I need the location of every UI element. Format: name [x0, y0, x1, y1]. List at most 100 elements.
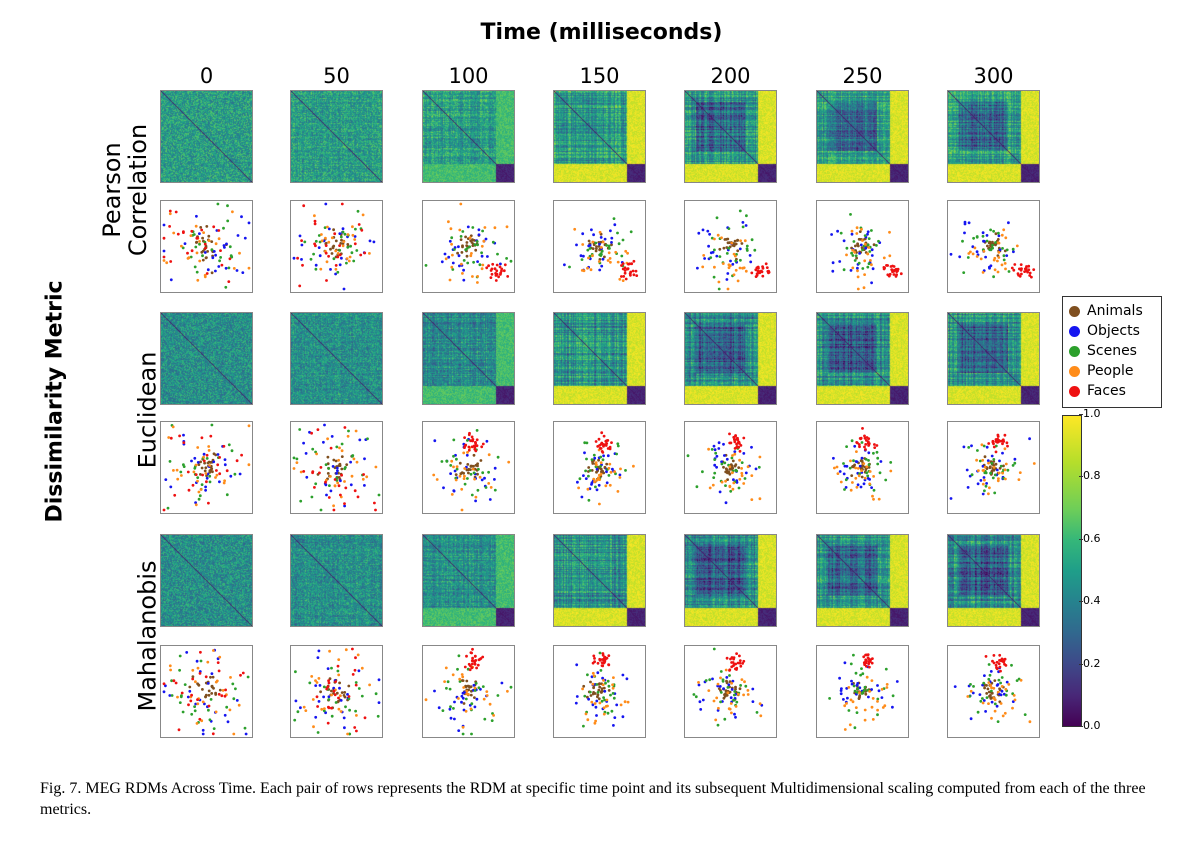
mds-point-scenes: [985, 239, 989, 243]
mds-point-faces: [211, 732, 215, 736]
mds-point-scenes: [858, 472, 861, 476]
mds-point-faces: [1003, 433, 1007, 437]
mds-point-scenes: [985, 696, 989, 699]
mds-point-objects: [592, 233, 595, 237]
mds-point-faces: [343, 502, 346, 505]
mds-point-objects: [196, 461, 200, 464]
mds-point-scenes: [616, 442, 620, 446]
mds-point-objects: [975, 250, 979, 254]
mds-point-objects: [325, 493, 328, 497]
mds-point-objects: [480, 254, 484, 258]
mds-point-people: [304, 709, 308, 712]
mds-point-faces: [603, 655, 607, 659]
mds-point-faces: [858, 437, 862, 440]
mds-point-people: [992, 686, 996, 690]
mds-point-scenes: [848, 466, 852, 470]
mds-point-objects: [304, 452, 308, 455]
mds-point-people: [302, 705, 306, 709]
mds-svg: [292, 423, 381, 512]
mds-point-animals: [207, 693, 211, 697]
mds-point-people: [726, 287, 730, 291]
mds-point-people: [462, 686, 466, 689]
mds-point-objects: [168, 694, 172, 697]
mds-point-animals: [479, 459, 483, 462]
mds-point-objects: [349, 460, 352, 464]
mds-point-scenes: [695, 485, 699, 489]
mds-point-faces: [600, 664, 604, 667]
mds-point-people: [452, 465, 455, 469]
mds-point-objects: [460, 694, 464, 698]
mds-point-people: [716, 682, 720, 686]
mds-point-people: [731, 487, 735, 491]
mds-point-people: [1004, 236, 1008, 240]
mds-point-people: [480, 267, 484, 271]
mds-point-people: [167, 436, 171, 439]
mds-point-faces: [755, 272, 759, 276]
mds-point-scenes: [854, 254, 858, 258]
mds-point-animals: [195, 240, 199, 244]
mds-scatter-0-250: [816, 200, 909, 293]
mds-point-objects: [609, 229, 612, 233]
mds-point-faces: [600, 658, 604, 661]
mds-point-people: [374, 465, 378, 469]
mds-point-people: [573, 227, 577, 231]
mds-point-scenes: [295, 457, 299, 461]
mds-point-faces: [596, 661, 600, 665]
mds-point-faces: [373, 501, 376, 505]
mds-point-faces: [473, 662, 477, 666]
mds-point-objects: [238, 472, 242, 476]
mds-point-objects: [982, 239, 985, 243]
mds-point-scenes: [336, 270, 340, 274]
mds-point-people: [701, 265, 705, 269]
mds-point-faces: [996, 433, 1000, 437]
mds-point-scenes: [599, 455, 603, 459]
mds-point-animals: [983, 455, 987, 459]
mds-point-people: [717, 280, 721, 284]
mds-point-scenes: [745, 247, 749, 251]
mds-point-faces: [374, 508, 377, 512]
mds-point-scenes: [828, 697, 831, 700]
mds-point-faces: [890, 268, 894, 271]
mds-point-animals: [724, 467, 728, 471]
mds-point-scenes: [180, 694, 183, 698]
mds-point-animals: [990, 691, 994, 695]
mds-point-faces: [626, 267, 629, 271]
mds-point-objects: [342, 287, 346, 291]
mds-point-scenes: [1001, 247, 1004, 250]
mds-point-scenes: [216, 202, 220, 206]
mds-point-faces: [209, 434, 213, 438]
mds-point-people: [997, 477, 1000, 480]
mds-point-faces: [605, 656, 609, 660]
mds-point-people: [737, 692, 740, 696]
mds-point-animals: [206, 461, 210, 465]
mds-point-people: [983, 478, 986, 482]
mds-point-objects: [217, 265, 221, 268]
mds-point-people: [997, 241, 1001, 245]
mds-point-objects: [870, 281, 873, 285]
mds-point-objects: [596, 671, 600, 675]
mds-point-faces: [470, 651, 473, 655]
mds-point-people: [1001, 471, 1004, 475]
mds-point-objects: [858, 252, 861, 255]
mds-point-scenes: [856, 687, 860, 690]
mds-point-people: [758, 702, 762, 706]
mds-point-people: [997, 256, 1001, 259]
mds-point-objects: [741, 221, 745, 224]
mds-point-objects: [206, 682, 210, 685]
mds-point-scenes: [850, 251, 853, 255]
mds-point-faces: [730, 661, 733, 664]
mds-point-scenes: [352, 259, 356, 263]
mds-point-objects: [965, 468, 969, 472]
mds-point-objects: [981, 464, 985, 468]
mds-point-animals: [726, 471, 729, 475]
mds-point-people: [885, 683, 889, 686]
mds-scatter-1-0: [160, 421, 253, 514]
mds-point-objects: [484, 237, 488, 241]
mds-point-people: [463, 474, 466, 478]
mds-point-faces: [313, 222, 317, 226]
mds-point-people: [730, 241, 734, 245]
mds-point-objects: [866, 230, 870, 234]
mds-point-faces: [225, 469, 229, 473]
mds-point-faces: [363, 251, 367, 255]
mds-point-people: [1015, 244, 1019, 248]
